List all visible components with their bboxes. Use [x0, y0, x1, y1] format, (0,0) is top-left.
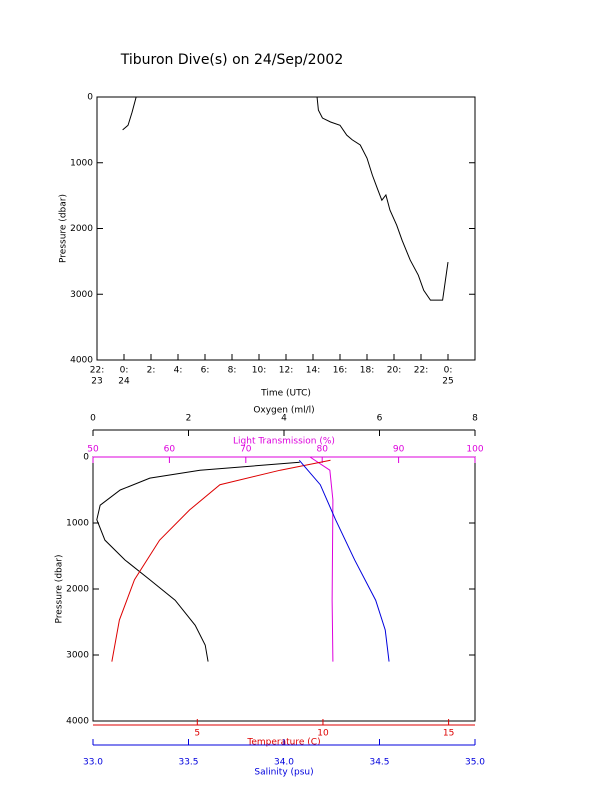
- y-tick-label: 4000: [70, 356, 93, 366]
- x-tick-label: 33.5: [178, 758, 198, 768]
- x-tick-label: 20:: [387, 366, 401, 376]
- x-tick-label: 14:: [306, 366, 320, 376]
- y-axis-label: Pressure (dbar): [59, 194, 69, 263]
- x-tick-label: 34.0: [274, 758, 294, 768]
- y-tick-label: 2000: [66, 585, 89, 595]
- y-tick-label: 2000: [70, 224, 93, 234]
- x-axis-label: Salinity (psu): [254, 768, 313, 778]
- x-tick-label: 34.5: [369, 758, 389, 768]
- x-tick-label: 4:: [174, 366, 183, 376]
- y-tick-label: 3000: [70, 290, 93, 300]
- x-day-label: 23: [91, 377, 102, 387]
- x-tick-label: 60: [164, 445, 176, 455]
- y-tick-label: 1000: [66, 519, 89, 529]
- y-axis-label: Pressure (dbar): [55, 555, 65, 624]
- y-tick-label: 4000: [66, 717, 89, 727]
- x-tick-label: 10: [317, 729, 329, 739]
- x-tick-label: 35.0: [465, 758, 485, 768]
- x-tick-label: 6: [377, 414, 383, 424]
- x-tick-label: 4: [281, 414, 287, 424]
- chart-title: Tiburon Dive(s) on 24/Sep/2002: [120, 52, 344, 68]
- x-tick-label: 16:: [333, 366, 347, 376]
- x-tick-label: 8: [472, 414, 478, 424]
- x-tick-label: 90: [393, 445, 405, 455]
- x-tick-label: 22:: [414, 366, 428, 376]
- plot-frame: [92, 456, 476, 722]
- y-tick-label: 1000: [70, 158, 93, 168]
- y-tick-label: 0: [83, 453, 89, 463]
- x-axis-label: Time (UTC): [260, 389, 311, 399]
- plot-frame: [96, 96, 476, 361]
- x-day-label: 24: [118, 377, 130, 387]
- x-tick-label: 0:: [120, 366, 129, 376]
- x-tick-label: 2: [186, 414, 192, 424]
- y-tick-label: 0: [87, 93, 93, 103]
- x-day-label: 25: [442, 377, 453, 387]
- data-line: [111, 459, 331, 662]
- x-tick-label: 0:: [444, 366, 453, 376]
- x-tick-label: 5: [194, 729, 200, 739]
- x-tick-label: 6:: [201, 366, 210, 376]
- x-tick-label: 8:: [228, 366, 237, 376]
- y-tick-label: 3000: [66, 651, 89, 661]
- data-line: [298, 459, 390, 662]
- x-tick-label: 15: [443, 729, 454, 739]
- x-tick-label: 2:: [147, 366, 156, 376]
- x-tick-label: 12:: [279, 366, 293, 376]
- x-axis-label: Oxygen (ml/l): [253, 406, 314, 416]
- x-tick-label: 10:: [252, 366, 266, 376]
- x-tick-label: 50: [87, 445, 99, 455]
- x-tick-label: 0: [90, 414, 96, 424]
- data-line: [309, 456, 334, 662]
- x-tick-label: 33.0: [83, 758, 103, 768]
- x-tick-label: 80: [316, 445, 328, 455]
- data-line: [96, 461, 300, 662]
- x-tick-label: 22:: [90, 366, 104, 376]
- x-axis-label: Light Transmission (%): [233, 437, 335, 447]
- x-tick-label: 18:: [360, 366, 374, 376]
- x-tick-label: 100: [466, 445, 483, 455]
- data-line: [122, 96, 449, 301]
- x-tick-label: 70: [240, 445, 252, 455]
